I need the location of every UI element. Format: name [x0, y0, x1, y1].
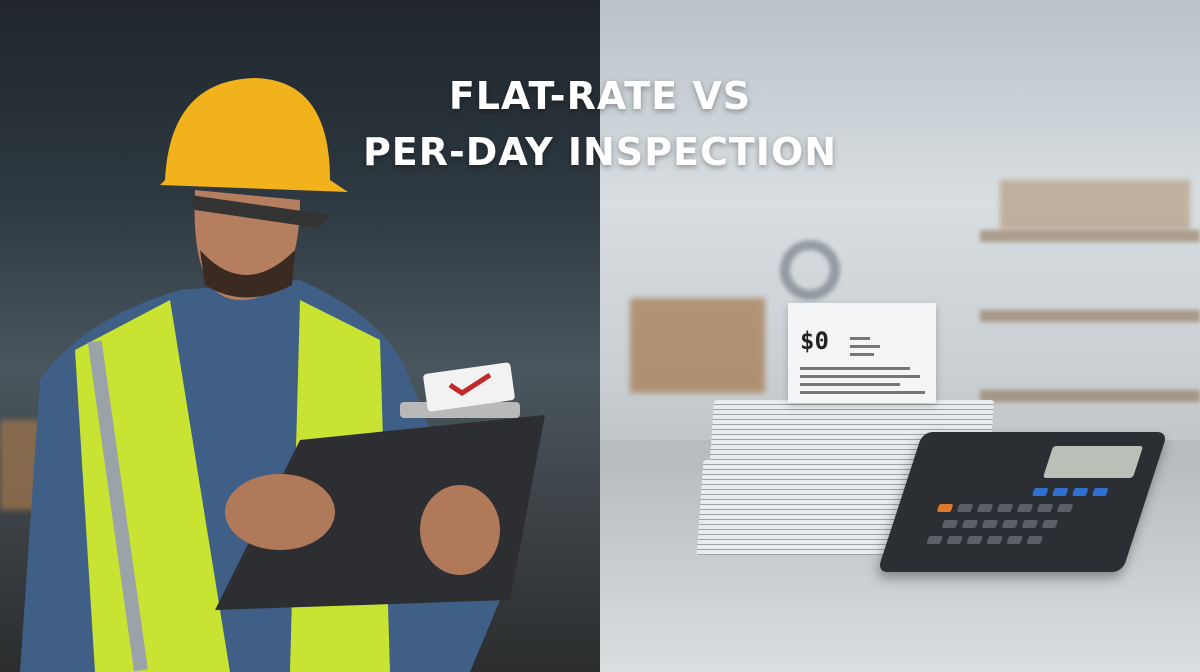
cable-reel	[780, 240, 840, 300]
headline-line-1: FLAT-RATE VS	[448, 74, 752, 118]
shelf	[980, 310, 1200, 322]
invoice-document: $0	[788, 303, 936, 403]
calculator-screen	[1042, 446, 1144, 478]
hard-hat-icon	[160, 78, 348, 192]
cardboard-box	[630, 298, 765, 393]
invoice-amount: $0	[800, 327, 829, 355]
checkmark-icon	[448, 372, 492, 396]
hand	[420, 485, 500, 575]
shelf	[980, 230, 1200, 242]
safety-vest-left	[75, 300, 230, 672]
cardboard-box	[1000, 180, 1190, 230]
inspector-worker	[20, 78, 520, 672]
calculator-icon	[877, 432, 1168, 572]
shelf	[980, 390, 1200, 402]
headline-line-2: PER-DAY INSPECTION	[362, 130, 838, 174]
hand	[225, 474, 335, 550]
beard	[200, 250, 295, 298]
glasses	[190, 195, 330, 228]
